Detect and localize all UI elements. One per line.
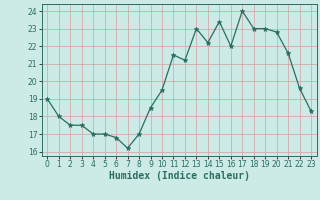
X-axis label: Humidex (Indice chaleur): Humidex (Indice chaleur) <box>109 171 250 181</box>
